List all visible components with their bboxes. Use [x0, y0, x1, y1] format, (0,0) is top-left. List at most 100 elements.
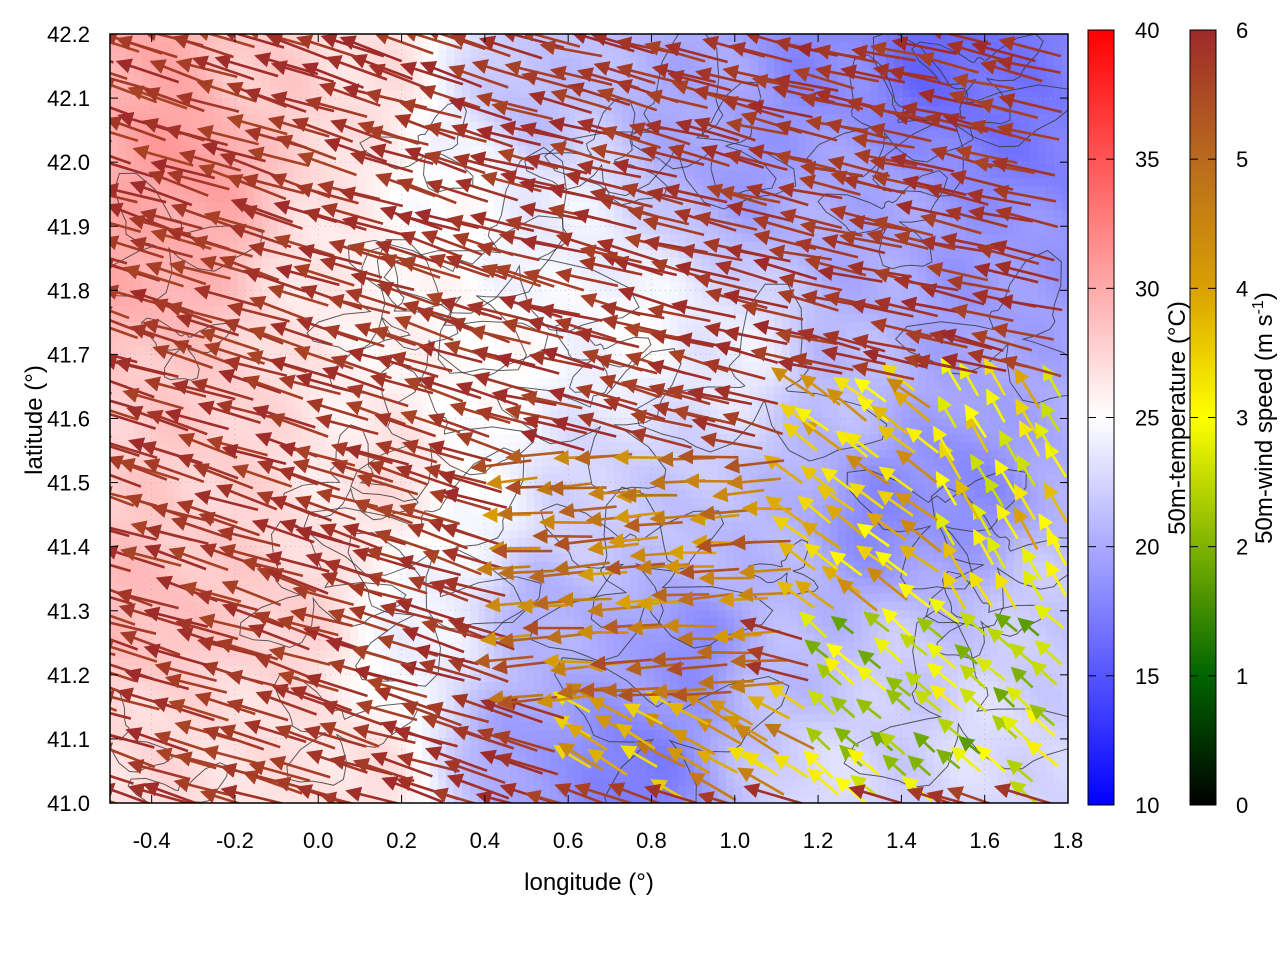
heatmap-cell [566, 338, 575, 347]
heatmap-cell [318, 106, 327, 115]
heatmap-cell [654, 146, 663, 155]
heatmap-cell [454, 90, 463, 99]
heatmap-cell [614, 122, 623, 131]
heatmap-cell [790, 218, 799, 227]
heatmap-cell [550, 290, 559, 299]
heatmap-cell [1046, 90, 1055, 99]
heatmap-cell [1062, 242, 1068, 251]
heatmap-cell [446, 114, 455, 123]
heatmap-cell [598, 114, 607, 123]
heatmap-cell [910, 202, 919, 211]
heatmap-cell [158, 186, 167, 195]
heatmap-cell [870, 258, 879, 267]
heatmap-cell [694, 346, 703, 355]
heatmap-cell [542, 74, 551, 83]
heatmap-cell [270, 50, 279, 59]
heatmap-cell [182, 138, 191, 147]
heatmap-cell [366, 258, 375, 267]
heatmap-cell [294, 90, 303, 99]
heatmap-cell [734, 322, 743, 331]
heatmap-cell [742, 234, 751, 243]
heatmap-cell [1022, 346, 1031, 355]
heatmap-cell [414, 178, 423, 187]
heatmap-cell [494, 258, 503, 267]
heatmap-cell [350, 130, 359, 139]
heatmap-cell [414, 58, 423, 67]
heatmap-cell [1022, 178, 1031, 187]
heatmap-cell [822, 210, 831, 219]
heatmap-cell [910, 66, 919, 75]
heatmap-cell [606, 330, 615, 339]
heatmap-cell [142, 138, 151, 147]
heatmap-cell [510, 210, 519, 219]
heatmap-cell [126, 138, 135, 147]
heatmap-cell [630, 298, 639, 307]
heatmap-cell [814, 314, 823, 323]
heatmap-cell [1014, 106, 1023, 115]
heatmap-cell [246, 146, 255, 155]
heatmap-cell [798, 282, 807, 291]
heatmap-cell [950, 258, 959, 267]
heatmap-cell [1014, 170, 1023, 179]
heatmap-cell [958, 218, 967, 227]
heatmap-cell [790, 130, 799, 139]
heatmap-cell [582, 306, 591, 315]
heatmap-cell [662, 322, 671, 331]
heatmap-cell [358, 218, 367, 227]
heatmap-cell [262, 154, 271, 163]
heatmap-cell [302, 170, 311, 179]
heatmap-cell [1062, 122, 1068, 131]
heatmap-cell [566, 250, 575, 259]
heatmap-cell [894, 330, 903, 339]
heatmap-cell [230, 314, 239, 323]
heatmap-cell [814, 154, 823, 163]
heatmap-cell [1030, 162, 1039, 171]
heatmap-cell [254, 162, 263, 171]
heatmap-cell [414, 282, 423, 291]
heatmap-cell [142, 42, 151, 51]
heatmap-cell [518, 66, 527, 75]
heatmap-cell [894, 306, 903, 315]
heatmap-cell [486, 210, 495, 219]
heatmap-cell [278, 130, 287, 139]
heatmap-cell [222, 234, 231, 243]
heatmap-cell [462, 66, 471, 75]
heatmap-cell [430, 98, 439, 107]
heatmap-cell [990, 98, 999, 107]
heatmap-cell [638, 186, 647, 195]
heatmap-cell [270, 346, 279, 355]
heatmap-cell [990, 290, 999, 299]
heatmap-cell [366, 162, 375, 171]
heatmap-cell [334, 314, 343, 323]
heatmap-cell [494, 178, 503, 187]
heatmap-cell [886, 90, 895, 99]
heatmap-cell [966, 170, 975, 179]
heatmap-cell [566, 298, 575, 307]
heatmap-cell [214, 122, 223, 131]
heatmap-cell [486, 58, 495, 67]
heatmap-cell [694, 298, 703, 307]
heatmap-cell [302, 138, 311, 147]
heatmap-cell [422, 274, 431, 283]
heatmap-cell [166, 186, 175, 195]
heatmap-cell [1022, 226, 1031, 235]
heatmap-cell [318, 234, 327, 243]
heatmap-cell [350, 98, 359, 107]
heatmap-cell [638, 274, 647, 283]
heatmap-cell [310, 170, 319, 179]
heatmap-cell [1030, 90, 1039, 99]
heatmap-cell [774, 202, 783, 211]
heatmap-cell [334, 170, 343, 179]
heatmap-cell [334, 274, 343, 283]
heatmap-cell [1054, 138, 1063, 147]
heatmap-cell [846, 186, 855, 195]
heatmap-cell [782, 34, 791, 43]
heatmap-cell [958, 322, 967, 331]
heatmap-cell [1022, 50, 1031, 59]
heatmap-cell [1054, 314, 1063, 323]
heatmap-cell [718, 138, 727, 147]
heatmap-cell [1022, 338, 1031, 347]
heatmap-cell [334, 106, 343, 115]
heatmap-cell [230, 234, 239, 243]
heatmap-cell [262, 306, 271, 315]
